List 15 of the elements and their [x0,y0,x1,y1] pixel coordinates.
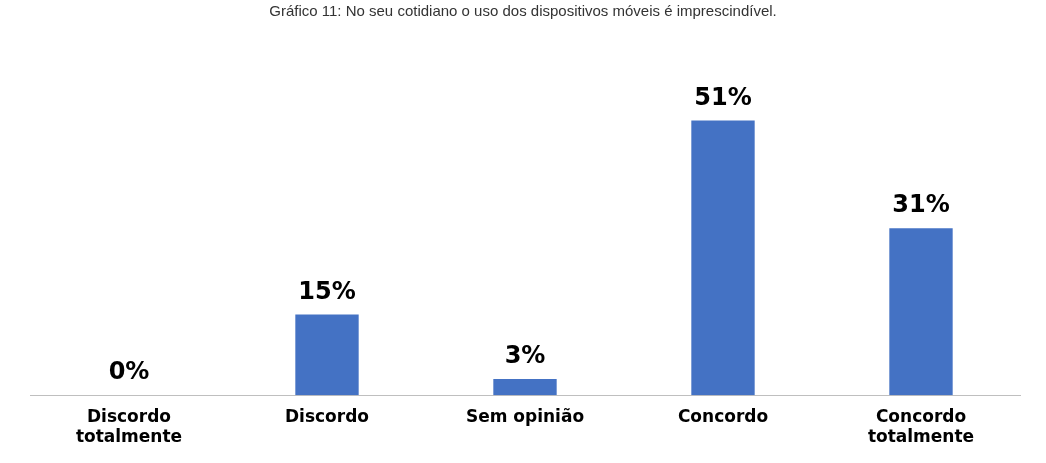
data-label: 3% [504,341,546,370]
x-tick-label: Discordo [284,405,370,426]
x-tick-label: Sem opinião [465,405,585,426]
x-tick-label: Concordo totalmente [867,405,975,447]
data-label: 0% [108,357,150,386]
bar [295,314,359,396]
data-label: 15% [298,276,356,305]
bar [889,228,953,396]
data-label: 51% [694,82,752,111]
x-tick-label: Concordo [677,405,769,426]
data-label: 31% [892,190,950,219]
chart-title: Gráfico 11: No seu cotidiano o uso dos dispositivos móveis é imprescindível. [268,2,778,19]
x-tick-label: Discordo totalmente [75,405,183,447]
bar [691,120,755,396]
bar [493,379,557,396]
